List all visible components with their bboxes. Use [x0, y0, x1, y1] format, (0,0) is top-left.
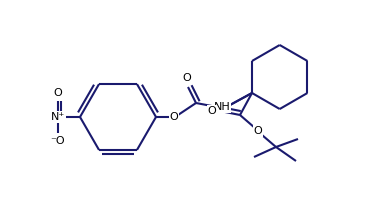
Text: NH: NH — [214, 102, 231, 112]
Text: O: O — [183, 73, 192, 83]
Text: O: O — [54, 88, 62, 98]
Text: ⁻O: ⁻O — [51, 136, 65, 146]
Text: O: O — [170, 112, 178, 122]
Text: N⁺: N⁺ — [51, 112, 65, 122]
Text: O: O — [254, 126, 262, 136]
Text: O: O — [208, 106, 216, 116]
